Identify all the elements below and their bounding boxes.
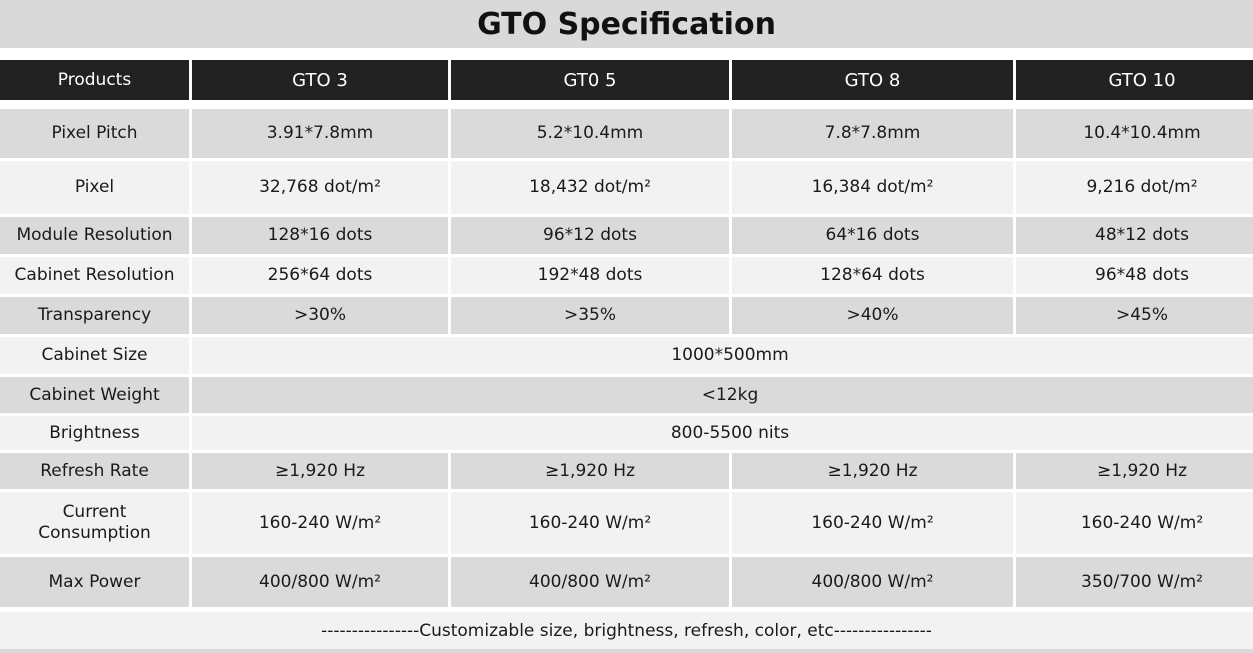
table-cell: >40% <box>732 297 1013 334</box>
merged-cell: 800-5500 nits <box>192 416 1253 450</box>
row-label: Refresh Rate <box>0 453 189 489</box>
table-row-brightness: Brightness 800-5500 nits <box>0 416 1253 450</box>
row-label-line: Consumption <box>38 523 151 543</box>
row-label: Pixel <box>0 161 189 214</box>
row-label: Module Resolution <box>0 217 189 254</box>
table-cell: 160-240 W/m² <box>1016 492 1253 554</box>
table-row-pixel: Pixel 32,768 dot/m² 18,432 dot/m² 16,384… <box>0 161 1253 214</box>
table-cell: 256*64 dots <box>192 257 448 294</box>
row-label: Brightness <box>0 416 189 450</box>
column-header-gto3: GTO 3 <box>192 60 448 100</box>
row-label: Pixel Pitch <box>0 109 189 158</box>
table-cell: 192*48 dots <box>451 257 729 294</box>
row-label: Cabinet Weight <box>0 377 189 413</box>
table-cell: 160-240 W/m² <box>192 492 448 554</box>
table-cell: 3.91*7.8mm <box>192 109 448 158</box>
title-bar: GTO Specification <box>0 0 1253 48</box>
table-cell: >45% <box>1016 297 1253 334</box>
table-cell: 128*16 dots <box>192 217 448 254</box>
table-row-transparency: Transparency >30% >35% >40% >45% <box>0 297 1253 334</box>
table-cell: 18,432 dot/m² <box>451 161 729 214</box>
table-cell: 7.8*7.8mm <box>732 109 1013 158</box>
table-cell: ≥1,920 Hz <box>732 453 1013 489</box>
table-cell: 5.2*10.4mm <box>451 109 729 158</box>
table-row-cabinet-resolution: Cabinet Resolution 256*64 dots 192*48 do… <box>0 257 1253 294</box>
row-label-line: Current <box>62 502 127 522</box>
table-cell: >30% <box>192 297 448 334</box>
footer-text: ----------------Customizable size, brigh… <box>321 620 932 641</box>
table-cell: 96*48 dots <box>1016 257 1253 294</box>
column-header-gto10: GTO 10 <box>1016 60 1253 100</box>
merged-cell: 1000*500mm <box>192 337 1253 374</box>
column-header-gto8: GTO 8 <box>732 60 1013 100</box>
table-cell: 32,768 dot/m² <box>192 161 448 214</box>
table-row-max-power: Max Power 400/800 W/m² 400/800 W/m² 400/… <box>0 557 1253 607</box>
table-cell: ≥1,920 Hz <box>1016 453 1253 489</box>
table-cell: 9,216 dot/m² <box>1016 161 1253 214</box>
table-cell: ≥1,920 Hz <box>451 453 729 489</box>
row-label: Cabinet Resolution <box>0 257 189 294</box>
row-label: Current Consumption <box>0 492 189 554</box>
table-cell: 160-240 W/m² <box>732 492 1013 554</box>
table-cell: 64*16 dots <box>732 217 1013 254</box>
footer-note: ----------------Customizable size, brigh… <box>0 612 1253 649</box>
bottom-divider <box>0 649 1253 653</box>
table-row-module-resolution: Module Resolution 128*16 dots 96*12 dots… <box>0 217 1253 254</box>
spec-table: Products GTO 3 GT0 5 GTO 8 GTO 10 Pixel … <box>0 57 1253 610</box>
header-row: Products GTO 3 GT0 5 GTO 8 GTO 10 <box>0 60 1253 100</box>
row-label: Transparency <box>0 297 189 334</box>
table-cell: 10.4*10.4mm <box>1016 109 1253 158</box>
table-cell: 400/800 W/m² <box>192 557 448 607</box>
table-cell: 48*12 dots <box>1016 217 1253 254</box>
column-header-products: Products <box>0 60 189 100</box>
table-row-refresh-rate: Refresh Rate ≥1,920 Hz ≥1,920 Hz ≥1,920 … <box>0 453 1253 489</box>
table-cell: 160-240 W/m² <box>451 492 729 554</box>
table-cell: 16,384 dot/m² <box>732 161 1013 214</box>
table-cell: 350/700 W/m² <box>1016 557 1253 607</box>
row-label: Cabinet Size <box>0 337 189 374</box>
table-row-pixel-pitch: Pixel Pitch 3.91*7.8mm 5.2*10.4mm 7.8*7.… <box>0 109 1253 158</box>
table-cell: 96*12 dots <box>451 217 729 254</box>
table-row-cabinet-size: Cabinet Size 1000*500mm <box>0 337 1253 374</box>
table-cell: >35% <box>451 297 729 334</box>
table-cell: 400/800 W/m² <box>451 557 729 607</box>
page-title: GTO Specification <box>477 6 776 42</box>
table-cell: 400/800 W/m² <box>732 557 1013 607</box>
table-row-current-consumption: Current Consumption 160-240 W/m² 160-240… <box>0 492 1253 554</box>
table-cell: ≥1,920 Hz <box>192 453 448 489</box>
column-header-gto5: GT0 5 <box>451 60 729 100</box>
row-label: Max Power <box>0 557 189 607</box>
table-cell: 128*64 dots <box>732 257 1013 294</box>
merged-cell: <12kg <box>192 377 1253 413</box>
table-row-cabinet-weight: Cabinet Weight <12kg <box>0 377 1253 413</box>
